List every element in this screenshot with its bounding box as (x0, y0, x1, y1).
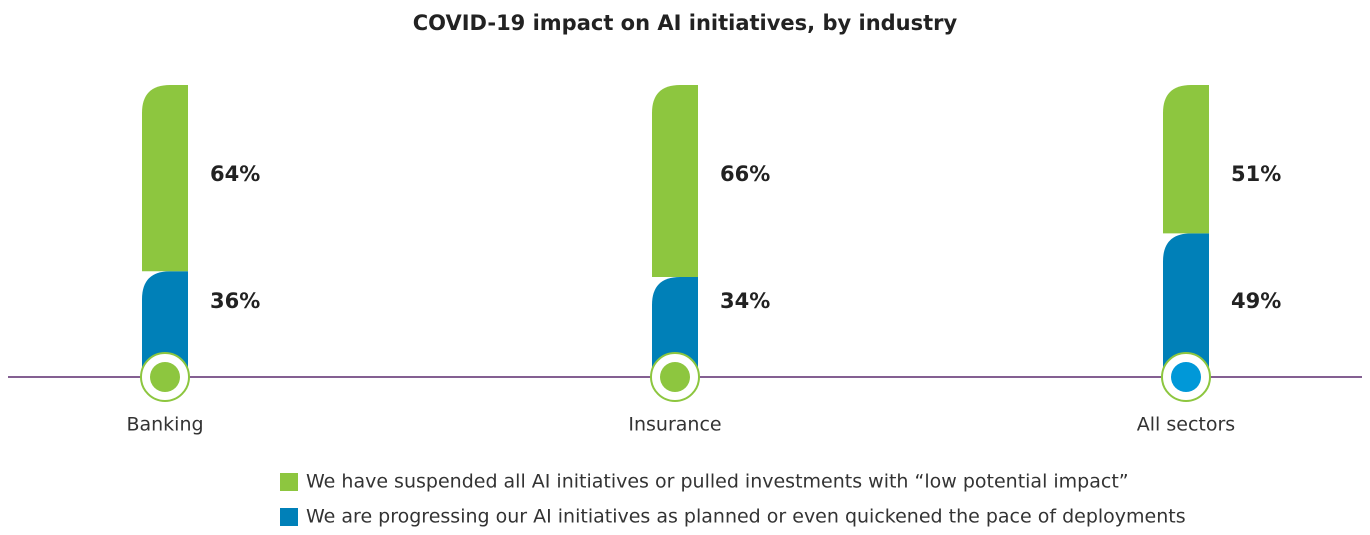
value-label: 34% (720, 289, 770, 313)
bar-segment (1163, 85, 1209, 234)
legend-swatch (280, 473, 298, 491)
bar-segment (1163, 233, 1209, 376)
value-label: 36% (210, 289, 260, 313)
chart-title: COVID-19 impact on AI initiatives, by in… (413, 11, 958, 35)
bar-segment (652, 85, 698, 278)
legend-label: We are progressing our AI initiatives as… (306, 506, 1186, 528)
legend-label: We have suspended all AI initiatives or … (306, 471, 1129, 493)
value-label: 64% (210, 162, 260, 186)
value-label: 51% (1231, 162, 1281, 186)
legend-swatch (280, 508, 298, 526)
value-label: 66% (720, 162, 770, 186)
category-icon-inner (660, 362, 690, 392)
bar-segment (142, 271, 188, 376)
value-label: 49% (1231, 289, 1281, 313)
category-label: All sectors (1137, 414, 1235, 436)
bar-segment (142, 85, 188, 272)
bar-segment (652, 277, 698, 376)
category-label: Banking (126, 414, 203, 436)
category-icon-inner (1171, 362, 1201, 392)
category-icon-inner (150, 362, 180, 392)
category-label: Insurance (628, 414, 721, 436)
